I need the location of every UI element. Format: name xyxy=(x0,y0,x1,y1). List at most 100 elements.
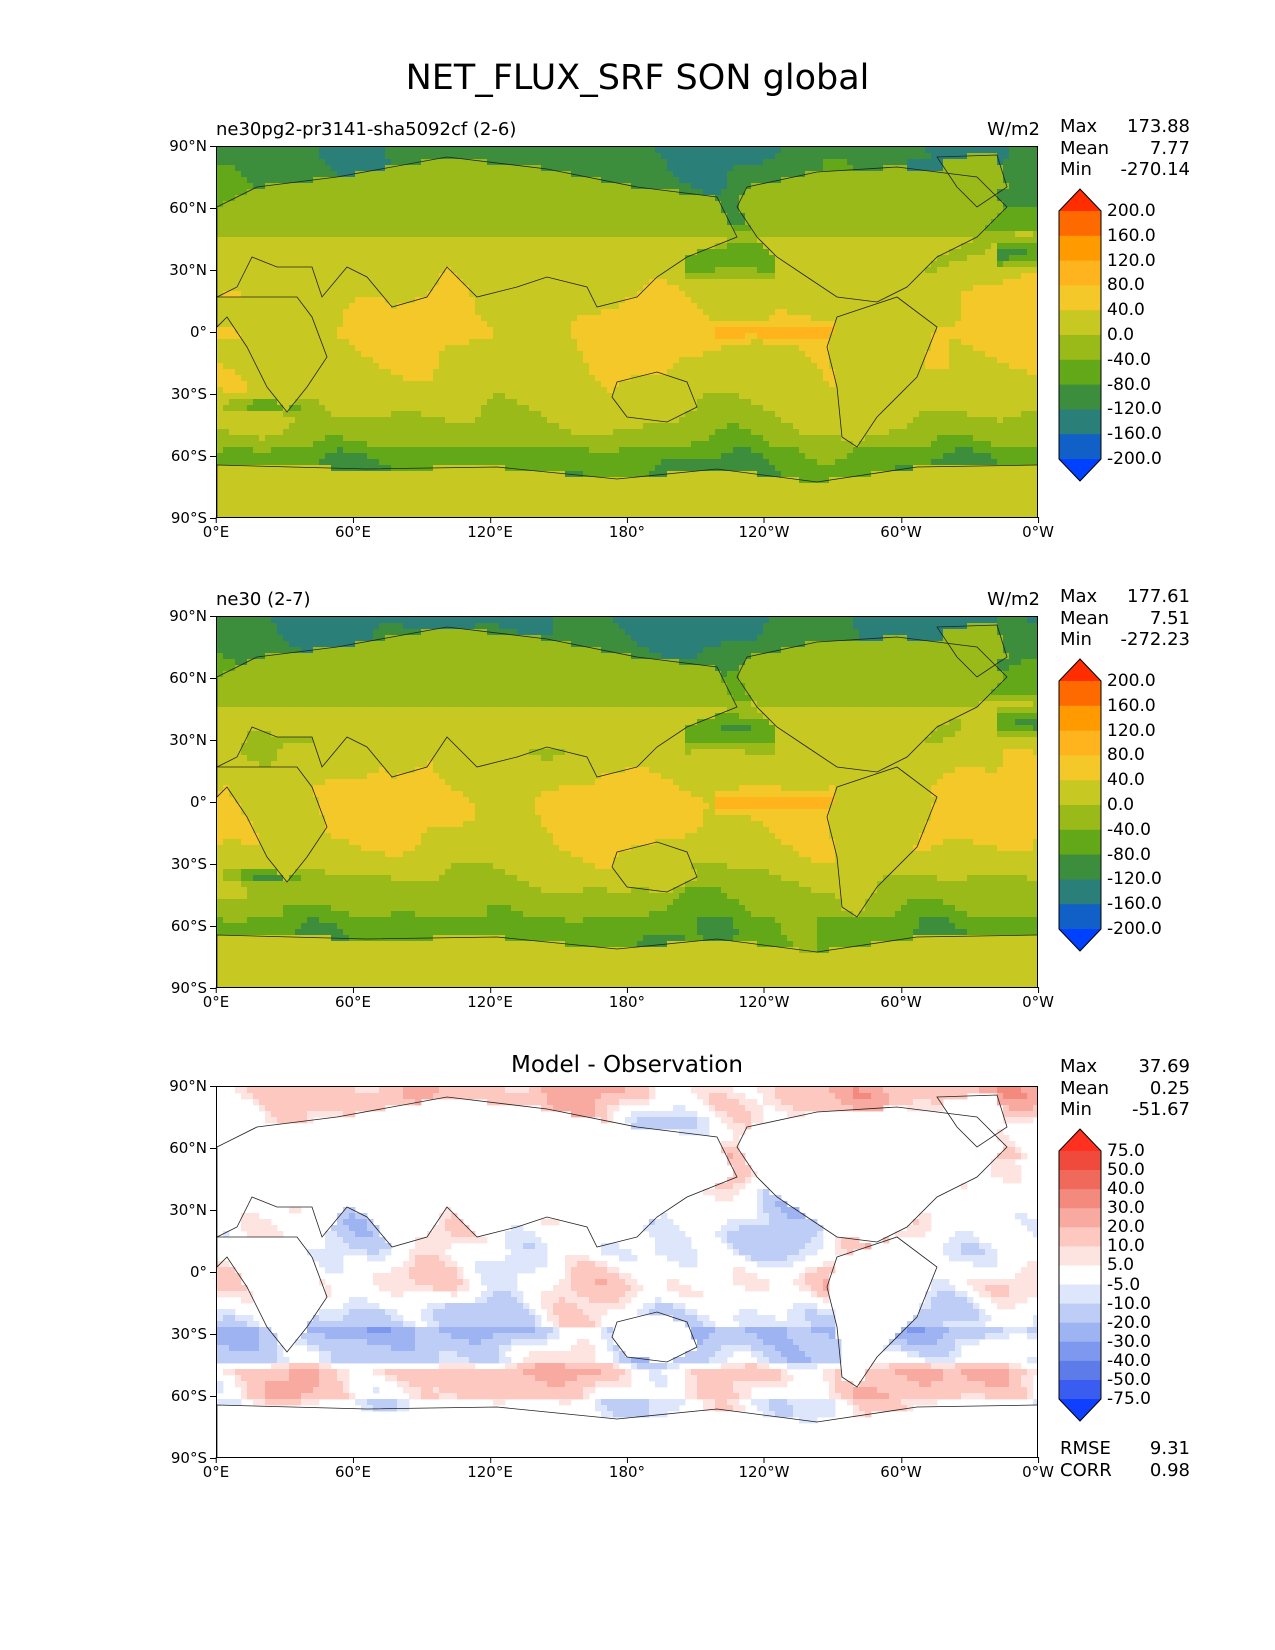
field-cell xyxy=(691,231,698,238)
field-cell xyxy=(517,333,524,340)
field-cell xyxy=(691,267,698,274)
field-cell xyxy=(715,159,722,166)
field-cell xyxy=(613,333,620,340)
field-cell xyxy=(955,309,962,316)
field-cell xyxy=(271,315,278,322)
field-cell xyxy=(775,321,782,328)
field-cell xyxy=(487,201,494,208)
field-cell xyxy=(277,279,284,286)
field-cell xyxy=(781,171,788,178)
field-cell xyxy=(487,165,494,172)
field-cell xyxy=(649,303,656,310)
field-cell xyxy=(229,243,236,250)
field-cell xyxy=(967,297,974,304)
field-cell xyxy=(499,303,506,310)
field-cell xyxy=(469,165,476,172)
field-cell xyxy=(229,171,236,178)
field-cell xyxy=(613,261,620,268)
field-cell xyxy=(943,165,950,172)
field-cell xyxy=(1015,177,1022,184)
field-cell xyxy=(583,153,590,160)
field-cell xyxy=(901,195,908,202)
field-cell xyxy=(577,243,584,250)
field-cell xyxy=(823,171,830,178)
field-cell xyxy=(733,207,740,214)
field-cell xyxy=(289,171,296,178)
field-cell xyxy=(709,189,716,196)
field-cell xyxy=(931,285,938,292)
field-cell xyxy=(499,249,506,256)
field-cell xyxy=(823,357,830,364)
field-cell xyxy=(625,231,632,238)
field-cell xyxy=(601,333,608,340)
field-cell xyxy=(493,225,500,232)
field-cell xyxy=(805,213,812,220)
field-cell xyxy=(919,273,926,280)
field-cell xyxy=(979,315,986,322)
field-cell xyxy=(379,273,386,280)
field-cell xyxy=(733,237,740,244)
field-cell xyxy=(1021,273,1028,280)
field-cell xyxy=(895,279,902,286)
field-cell xyxy=(997,321,1004,328)
field-cell xyxy=(709,171,716,178)
field-cell xyxy=(235,273,242,280)
field-cell xyxy=(559,147,566,154)
field-cell xyxy=(385,243,392,250)
field-cell xyxy=(391,177,398,184)
field-cell xyxy=(349,261,356,268)
field-cell xyxy=(235,207,242,214)
field-cell xyxy=(271,219,278,226)
field-cell xyxy=(385,255,392,262)
field-cell xyxy=(367,321,374,328)
field-cell xyxy=(919,183,926,190)
field-cell xyxy=(1027,273,1034,280)
field-cell xyxy=(445,303,452,310)
field-cell xyxy=(631,159,638,166)
field-cell xyxy=(217,147,224,154)
field-cell xyxy=(505,285,512,292)
field-cell xyxy=(361,201,368,208)
field-cell xyxy=(565,291,572,298)
field-cell xyxy=(925,273,932,280)
field-cell xyxy=(301,297,308,304)
field-cell xyxy=(811,207,818,214)
field-cell xyxy=(331,267,338,274)
field-cell xyxy=(637,297,644,304)
field-cell xyxy=(745,273,752,280)
field-cell xyxy=(853,309,860,316)
field-cell xyxy=(1033,147,1037,154)
field-cell xyxy=(949,183,956,190)
field-cell xyxy=(961,183,968,190)
field-cell xyxy=(655,213,662,220)
field-cell xyxy=(775,303,782,310)
field-cell xyxy=(1021,297,1028,304)
field-cell xyxy=(289,243,296,250)
field-cell xyxy=(1003,303,1010,310)
field-cell xyxy=(553,225,560,232)
field-cell xyxy=(637,249,644,256)
field-cell xyxy=(799,297,806,304)
field-cell xyxy=(265,165,272,172)
field-cell xyxy=(811,147,818,154)
field-cell xyxy=(709,297,716,304)
field-cell xyxy=(625,273,632,280)
field-cell xyxy=(955,345,962,352)
field-cell xyxy=(673,183,680,190)
field-cell xyxy=(481,201,488,208)
field-cell xyxy=(691,273,698,280)
field-cell xyxy=(985,207,992,214)
field-cell xyxy=(925,183,932,190)
field-cell xyxy=(493,303,500,310)
field-cell xyxy=(301,219,308,226)
field-cell xyxy=(433,255,440,262)
field-cell xyxy=(757,267,764,274)
field-cell xyxy=(319,213,326,220)
field-cell xyxy=(373,321,380,328)
field-cell xyxy=(631,297,638,304)
field-cell xyxy=(751,345,758,352)
field-cell xyxy=(349,339,356,346)
field-cell xyxy=(223,171,230,178)
field-cell xyxy=(907,153,914,160)
field-cell xyxy=(535,219,542,226)
